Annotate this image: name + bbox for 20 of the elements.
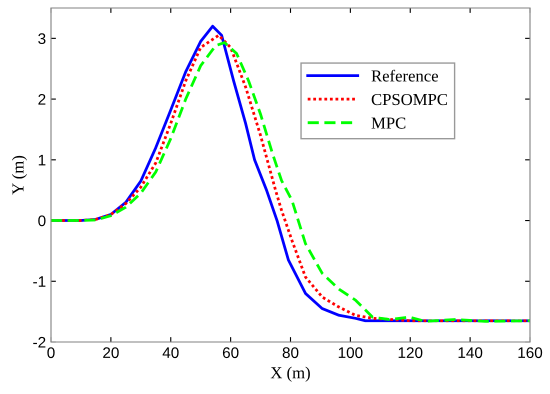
legend-label: Reference: [372, 70, 438, 82]
y-axis-title: Y (m): [12, 156, 27, 195]
y-tick-label: -1: [33, 276, 46, 287]
x-tick-label: 140: [458, 347, 482, 358]
legend-label: CPSOMPC: [372, 94, 448, 106]
y-tick-label: 3: [38, 33, 46, 44]
x-tick-label: 40: [162, 347, 179, 358]
x-tick-label: 20: [103, 347, 119, 358]
x-tick-label: 100: [338, 347, 363, 358]
x-tick-label: 60: [222, 347, 239, 358]
x-axis-title: X (m): [270, 366, 310, 382]
y-tick-label: -2: [33, 336, 46, 348]
y-tick-label: 2: [38, 94, 46, 105]
legend-label: MPC: [372, 117, 406, 129]
y-tick-label: 1: [38, 154, 46, 166]
x-tick-label: 0: [47, 347, 55, 358]
y-tick-label: 0: [38, 215, 46, 226]
x-tick-label: 120: [398, 347, 422, 358]
x-tick-label: 80: [282, 347, 298, 358]
x-tick-label: 160: [518, 347, 542, 358]
